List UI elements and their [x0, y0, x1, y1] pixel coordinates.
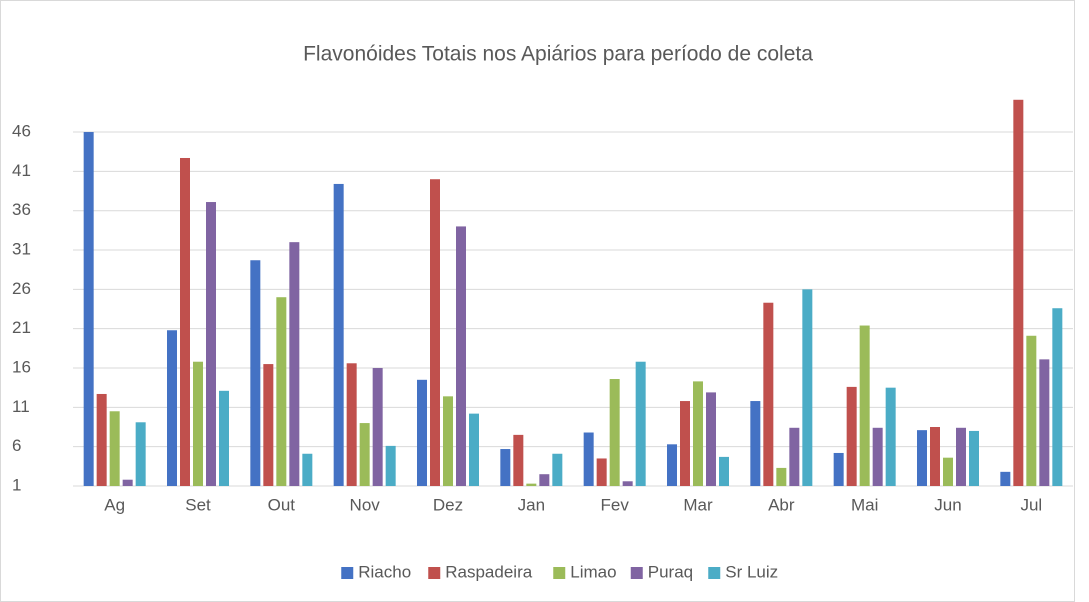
y-tick-label: 41 — [12, 161, 31, 180]
legend-label: Limao — [570, 562, 616, 581]
bar — [430, 179, 440, 486]
x-tick-label: Out — [268, 495, 296, 514]
legend-swatch — [428, 567, 441, 579]
bar — [385, 445, 396, 486]
bar — [719, 456, 729, 486]
y-tick-label: 1 — [12, 475, 21, 494]
bar — [359, 423, 370, 486]
bar — [289, 242, 300, 486]
bar — [109, 411, 120, 486]
bar — [552, 453, 563, 486]
legend-label: Sr Luiz — [725, 562, 778, 581]
bar — [583, 432, 594, 486]
bar — [333, 183, 344, 486]
bar — [276, 297, 287, 486]
legend-swatch — [630, 567, 643, 579]
bar — [346, 363, 357, 486]
bar — [680, 401, 690, 486]
y-tick-label: 21 — [12, 318, 31, 337]
y-tick-label: 31 — [12, 240, 31, 259]
bar — [930, 427, 940, 486]
bar — [122, 479, 133, 486]
bar — [609, 379, 620, 486]
x-tick-label: Dez — [433, 495, 463, 514]
bar — [443, 396, 453, 486]
bar — [1052, 308, 1063, 486]
bar — [776, 467, 787, 486]
bar — [693, 381, 703, 486]
bar — [219, 390, 229, 486]
bar — [167, 330, 177, 486]
bar — [263, 364, 274, 486]
bar — [763, 302, 774, 486]
y-tick-label: 46 — [12, 122, 31, 141]
legend-label: Riacho — [358, 562, 411, 581]
x-tick-label: Abr — [768, 495, 795, 514]
bar — [635, 361, 646, 486]
bar — [500, 449, 511, 486]
chart-title: Flavonóides Totais nos Apiários para per… — [303, 43, 813, 66]
x-tick-label: Jun — [934, 495, 961, 514]
x-tick-label: Fev — [600, 495, 629, 514]
bar — [469, 413, 479, 486]
x-tick-label: Mai — [851, 495, 878, 514]
bar — [622, 481, 633, 486]
bar — [833, 452, 844, 486]
legend-swatch — [341, 567, 354, 579]
bar — [885, 387, 896, 486]
y-tick-label: 11 — [12, 397, 30, 416]
bar — [1013, 99, 1024, 486]
bar — [539, 474, 550, 486]
legend-label: Raspadeira — [445, 562, 532, 581]
legend-swatch — [553, 567, 566, 579]
bar — [1026, 335, 1037, 486]
bar — [135, 422, 146, 486]
x-tick-label: Nov — [350, 495, 381, 514]
legend-swatch — [708, 567, 721, 579]
bar — [206, 202, 216, 486]
bar — [96, 393, 107, 486]
bar — [417, 379, 427, 486]
bar — [250, 260, 261, 486]
bar — [180, 157, 190, 486]
bar — [750, 401, 761, 486]
bar — [789, 427, 800, 486]
y-tick-label: 6 — [12, 436, 21, 455]
bar — [1000, 471, 1011, 486]
bar — [917, 430, 927, 486]
bar — [372, 368, 383, 486]
x-tick-label: Mar — [683, 495, 713, 514]
y-tick-label: 26 — [12, 279, 31, 298]
bar — [969, 430, 979, 486]
bar — [846, 386, 857, 486]
bar — [193, 361, 203, 486]
x-tick-label: Jul — [1020, 495, 1042, 514]
bar — [802, 289, 813, 486]
x-tick-label: Set — [185, 495, 211, 514]
x-tick-label: Jan — [518, 495, 545, 514]
bar — [526, 483, 537, 486]
bar — [1039, 359, 1050, 486]
bar — [513, 434, 524, 486]
bar — [943, 457, 953, 486]
bar — [706, 392, 716, 486]
bar — [596, 458, 607, 486]
legend-label: Puraq — [648, 562, 693, 581]
bar — [83, 132, 94, 486]
bar — [956, 427, 966, 486]
bar — [667, 444, 677, 486]
bar — [859, 325, 870, 486]
bar — [872, 427, 883, 486]
bar — [456, 226, 466, 486]
y-tick-label: 36 — [12, 200, 31, 219]
x-tick-label: Ag — [104, 495, 125, 514]
y-tick-label: 16 — [12, 357, 31, 376]
bar — [302, 453, 313, 486]
